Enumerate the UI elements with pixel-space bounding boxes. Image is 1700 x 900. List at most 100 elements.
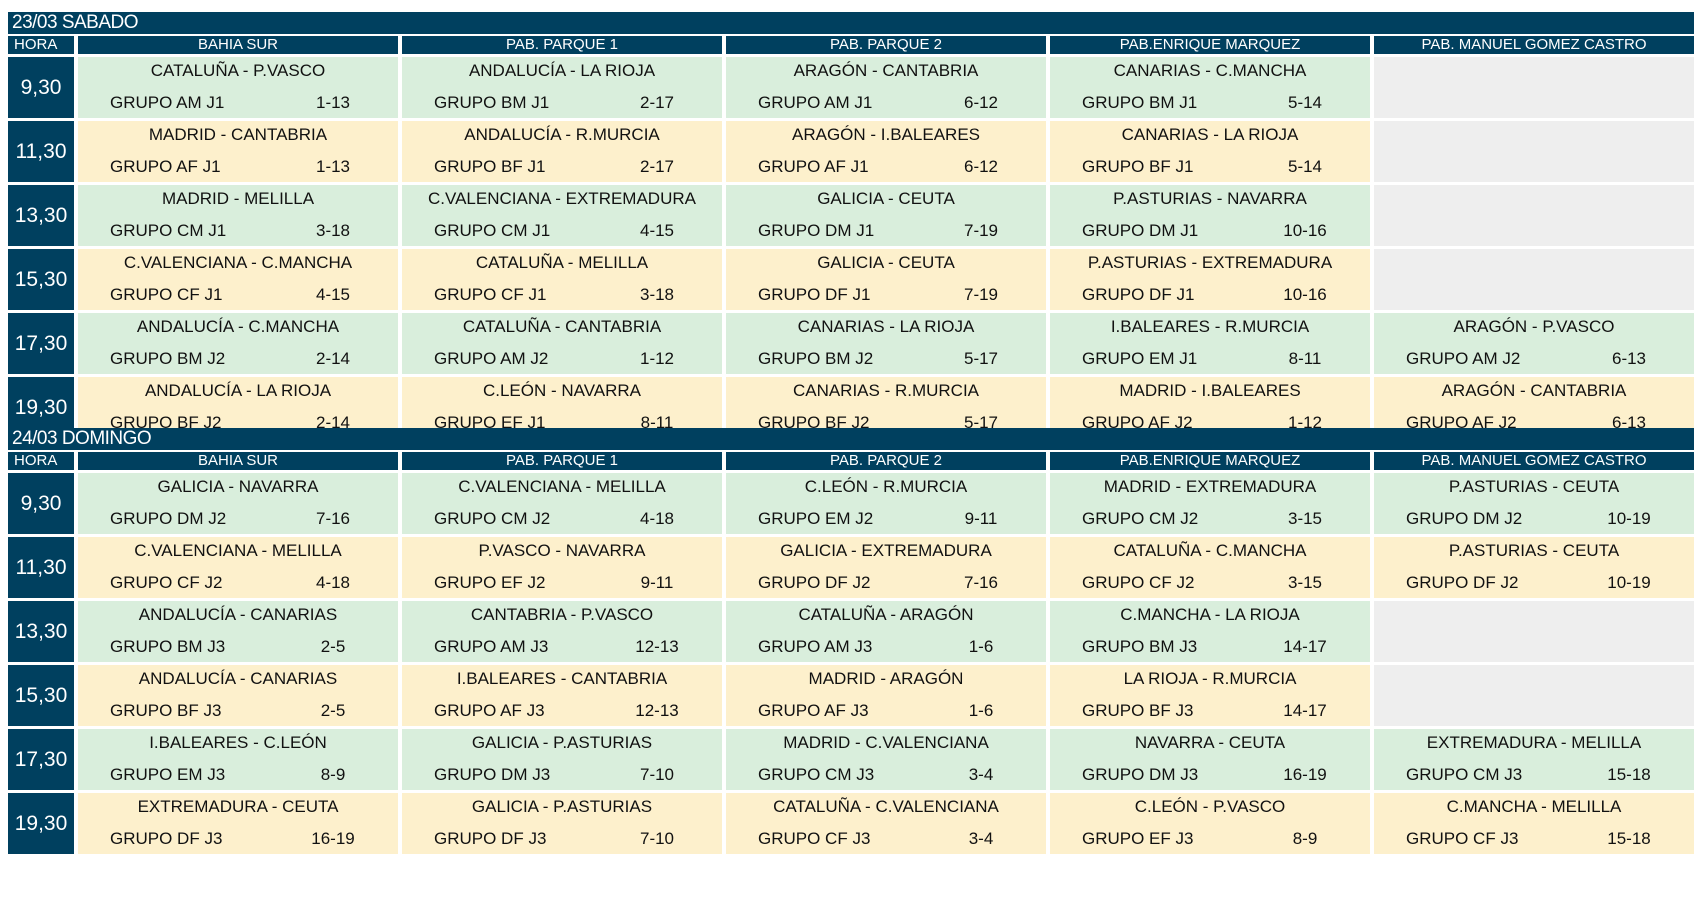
group-label: GRUPO EF J1 xyxy=(434,413,546,432)
match-teams: C.VALENCIANA - EXTREMADURA xyxy=(428,189,696,208)
team-numbers: 7-16 xyxy=(963,573,999,592)
time-slot-row: 11,30 C.VALENCIANA - MELILLA GRUPO CF J2 4-… xyxy=(8,537,1694,598)
group-label: GRUPO BM J3 xyxy=(1082,637,1198,656)
match-teams: ARAGÓN - CANTABRIA xyxy=(1441,381,1627,400)
match-cell: C.MANCHA - LA RIOJA GRUPO BM J3 14-17 xyxy=(1050,601,1370,662)
group-label: GRUPO AF J1 xyxy=(758,157,869,176)
group-label: GRUPO EM J3 xyxy=(110,765,226,784)
time-slot-row: 9,30 CATALUÑA - P.VASCO GRUPO AM J1 1-13 AND… xyxy=(8,57,1694,118)
group-label: GRUPO EF J3 xyxy=(1082,829,1194,848)
time-label: 11,30 xyxy=(8,121,74,182)
match-teams: CANARIAS - LA RIOJA xyxy=(1121,125,1299,144)
match-teams: I.BALEARES - R.MURCIA xyxy=(1110,317,1310,336)
team-numbers: 3-18 xyxy=(639,285,675,304)
match-cell: CATALUÑA - ARAGÓN GRUPO AM J3 1-6 xyxy=(726,601,1046,662)
match-cell: EXTREMADURA - CEUTA GRUPO DF J3 16-19 xyxy=(78,793,398,854)
match-teams: GALICIA - CEUTA xyxy=(817,253,955,272)
time-label: 17,30 xyxy=(8,729,74,790)
match-teams: GALICIA - NAVARRA xyxy=(157,477,319,496)
group-label: GRUPO CM J2 xyxy=(434,509,551,528)
team-numbers: 5-14 xyxy=(1287,93,1323,112)
group-label: GRUPO DM J3 xyxy=(1082,765,1199,784)
team-numbers: 2-14 xyxy=(315,349,351,368)
team-numbers: 5-17 xyxy=(963,413,999,432)
team-numbers: 14-17 xyxy=(1283,637,1327,656)
match-teams: MADRID - C.VALENCIANA xyxy=(783,733,989,752)
match-teams: I.BALEARES - C.LEÓN xyxy=(149,733,327,752)
match-cell: C.LEÓN - NAVARRA GRUPO EF J1 8-11 xyxy=(402,377,722,438)
group-label: GRUPO CF J3 xyxy=(1406,829,1519,848)
team-numbers: 6-13 xyxy=(1611,413,1647,432)
time-slot-row: 15,30 ANDALUCÍA - CANARIAS GRUPO BF J3 2-5 I… xyxy=(8,665,1694,726)
match-cell: GALICIA - NAVARRA GRUPO DM J2 7-16 xyxy=(78,473,398,534)
match-teams: LA RIOJA - R.MURCIA xyxy=(1123,669,1297,688)
team-numbers: 15-18 xyxy=(1607,829,1651,848)
match-cell: MADRID - CANTABRIA GRUPO AF J1 1-13 xyxy=(78,121,398,182)
match-teams: CATALUÑA - C.VALENCIANA xyxy=(773,797,999,816)
empty-cell xyxy=(1374,57,1694,118)
match-teams: EXTREMADURA - CEUTA xyxy=(137,797,339,816)
team-numbers: 10-16 xyxy=(1283,285,1327,304)
day-block: 23/03 SABADO HORA BAHIA SUR PAB. PARQUE 1 PA… xyxy=(8,12,1694,438)
team-numbers: 7-10 xyxy=(639,765,675,784)
match-cell: ARAGÓN - P.VASCO GRUPO AM J2 6-13 xyxy=(1374,313,1694,374)
time-label: 15,30 xyxy=(8,665,74,726)
match-cell: ANDALUCÍA - LA RIOJA GRUPO BM J1 2-17 xyxy=(402,57,722,118)
team-numbers: 2-17 xyxy=(639,157,675,176)
match-teams: ARAGÓN - P.VASCO xyxy=(1453,317,1615,336)
team-numbers: 5-17 xyxy=(963,349,999,368)
group-label: GRUPO EM J2 xyxy=(758,509,874,528)
team-numbers: 8-9 xyxy=(320,765,346,784)
match-teams: C.MANCHA - LA RIOJA xyxy=(1120,605,1300,624)
match-teams: P.ASTURIAS - NAVARRA xyxy=(1113,189,1307,208)
team-numbers: 6-12 xyxy=(963,93,999,112)
team-numbers: 16-19 xyxy=(1283,765,1327,784)
match-teams: C.MANCHA - MELILLA xyxy=(1446,797,1622,816)
match-cell: CATALUÑA - C.VALENCIANA GRUPO CF J3 3-4 xyxy=(726,793,1046,854)
match-teams: MADRID - CANTABRIA xyxy=(148,125,328,144)
match-teams: ANDALUCÍA - CANARIAS xyxy=(138,669,338,688)
venue-header: BAHIA SUR xyxy=(78,452,398,470)
group-label: GRUPO BM J2 xyxy=(758,349,874,368)
group-label: GRUPO BF J1 xyxy=(434,157,546,176)
team-numbers: 10-19 xyxy=(1607,573,1651,592)
time-slot-row: 15,30 C.VALENCIANA - C.MANCHA GRUPO CF J1 4… xyxy=(8,249,1694,310)
team-numbers: 3-15 xyxy=(1287,573,1323,592)
time-slot-row: 19,30 ANDALUCÍA - LA RIOJA GRUPO BF J2 2-14… xyxy=(8,377,1694,438)
match-teams: MADRID - EXTREMADURA xyxy=(1103,477,1317,496)
group-label: GRUPO BM J2 xyxy=(110,349,226,368)
match-cell: GALICIA - CEUTA GRUPO DF J1 7-19 xyxy=(726,249,1046,310)
match-teams: CATALUÑA - C.MANCHA xyxy=(1113,541,1307,560)
match-cell: GALICIA - P.ASTURIAS GRUPO DM J3 7-10 xyxy=(402,729,722,790)
team-numbers: 1-12 xyxy=(1287,413,1323,432)
group-label: GRUPO CM J1 xyxy=(434,221,551,240)
team-numbers: 6-13 xyxy=(1611,349,1647,368)
match-cell: ARAGÓN - I.BALEARES GRUPO AF J1 6-12 xyxy=(726,121,1046,182)
match-teams: EXTREMADURA - MELILLA xyxy=(1426,733,1642,752)
team-numbers: 16-19 xyxy=(311,829,355,848)
match-cell: MADRID - MELILLA GRUPO CM J1 3-18 xyxy=(78,185,398,246)
empty-cell xyxy=(1374,601,1694,662)
group-label: GRUPO CF J2 xyxy=(1082,573,1195,592)
group-label: GRUPO AM J3 xyxy=(758,637,873,656)
group-label: GRUPO CF J1 xyxy=(110,285,223,304)
match-cell: NAVARRA - CEUTA GRUPO DM J3 16-19 xyxy=(1050,729,1370,790)
group-label: GRUPO BF J2 xyxy=(110,413,222,432)
time-label: 19,30 xyxy=(8,793,74,854)
time-slot-row: 13,30 MADRID - MELILLA GRUPO CM J1 3-18 C.VA… xyxy=(8,185,1694,246)
venue-header: PAB. PARQUE 1 xyxy=(402,452,722,470)
match-cell: CATALUÑA - C.MANCHA GRUPO CF J2 3-15 xyxy=(1050,537,1370,598)
match-cell: C.LEÓN - R.MURCIA GRUPO EM J2 9-11 xyxy=(726,473,1046,534)
team-numbers: 8-11 xyxy=(1288,349,1322,368)
hora-header: HORA xyxy=(8,452,74,470)
time-label: 11,30 xyxy=(8,537,74,598)
match-cell: LA RIOJA - R.MURCIA GRUPO BF J3 14-17 xyxy=(1050,665,1370,726)
match-cell: I.BALEARES - CANTABRIA GRUPO AF J3 12-13 xyxy=(402,665,722,726)
match-teams: P.ASTURIAS - CEUTA xyxy=(1448,541,1620,560)
day-title: 24/03 DOMINGO xyxy=(8,428,1694,450)
group-label: GRUPO DF J1 xyxy=(758,285,871,304)
match-cell: ANDALUCÍA - LA RIOJA GRUPO BF J2 2-14 xyxy=(78,377,398,438)
match-teams: C.VALENCIANA - MELILLA xyxy=(458,477,666,496)
team-numbers: 1-12 xyxy=(639,349,675,368)
